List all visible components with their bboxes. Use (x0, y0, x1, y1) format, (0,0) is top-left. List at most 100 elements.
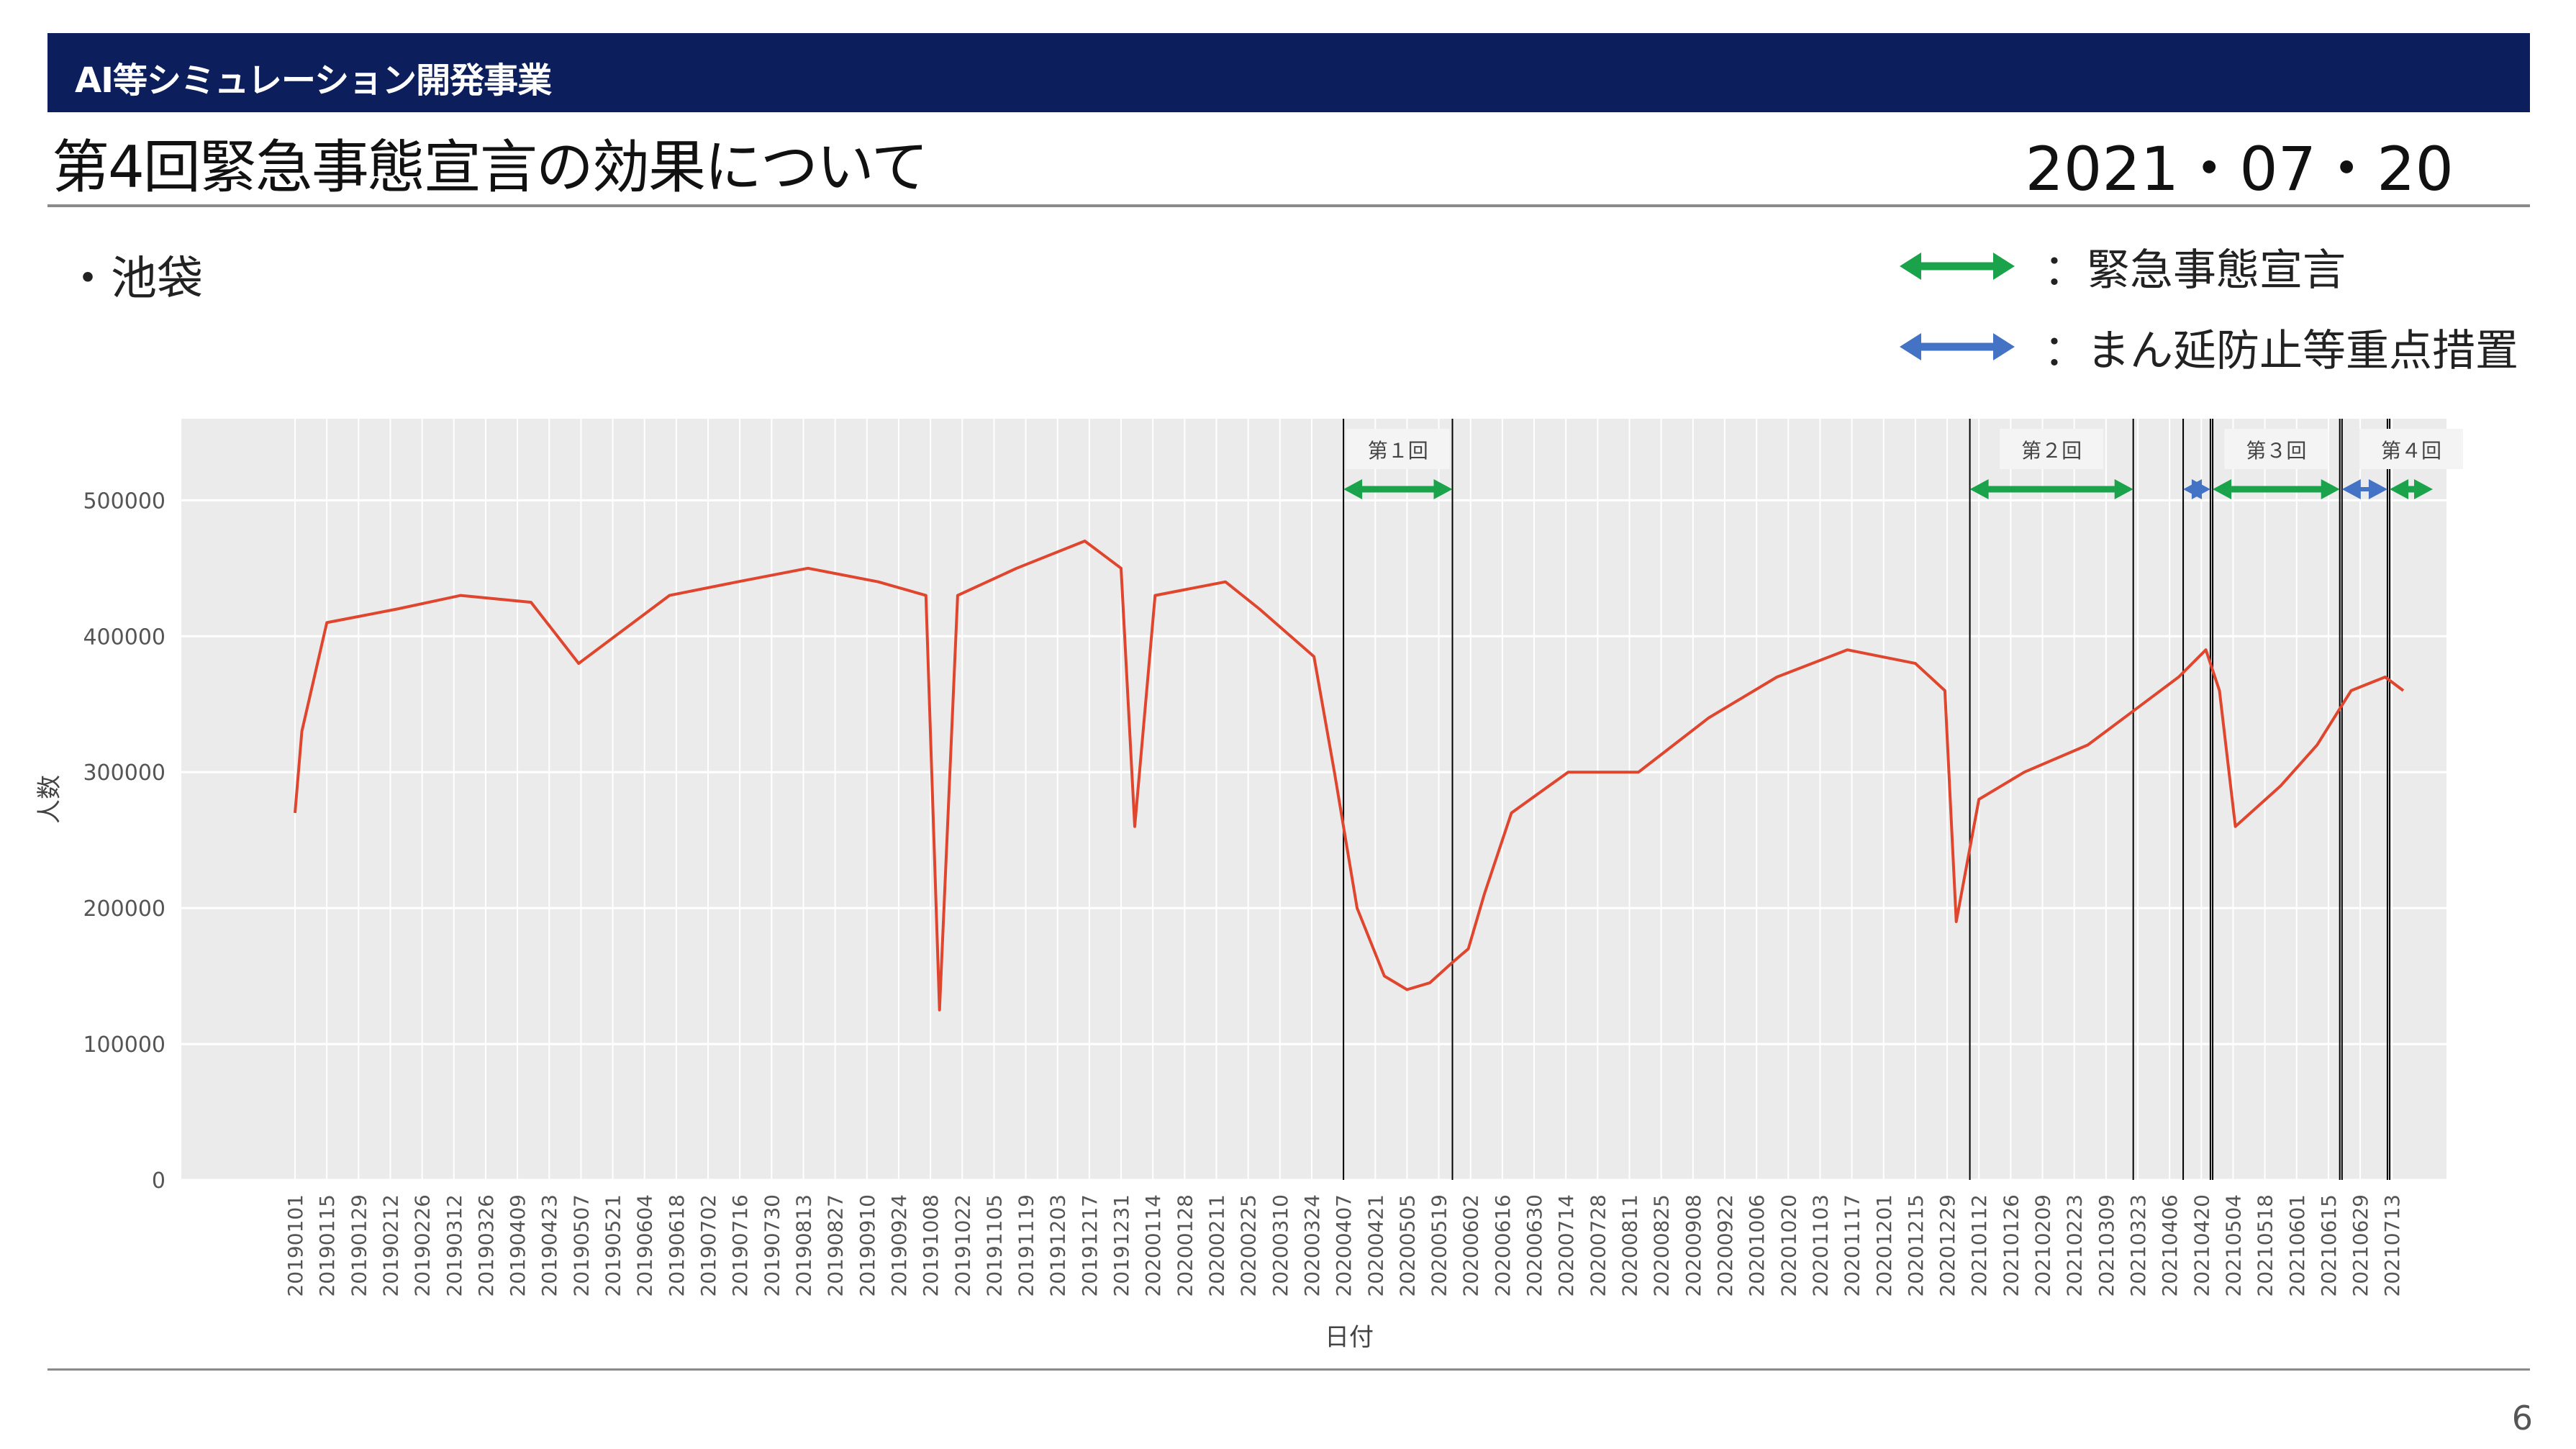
x-tick-label: 20190521 (602, 1194, 625, 1297)
period-label: 第３回 (2246, 439, 2306, 463)
x-tick-label: 20200630 (1523, 1194, 1546, 1297)
footfall-line-chart: 0 100000 200000 300000 400000 500000 20190101… (29, 410, 2475, 1360)
x-tick-label: 20200616 (1491, 1194, 1515, 1297)
y-tick-label: 500000 (83, 489, 165, 514)
period-label-box (1346, 429, 1450, 469)
y-tick-label: 0 (152, 1168, 165, 1194)
x-tick-label: 20200908 (1682, 1194, 1705, 1297)
x-tick-label: 20210713 (2380, 1194, 2404, 1297)
chart-svg: 0 100000 200000 300000 400000 500000 20190101… (35, 419, 2464, 1352)
y-tick-label: 100000 (83, 1032, 165, 1058)
x-tick-label: 20200811 (1618, 1194, 1642, 1297)
x-tick-label: 20210112 (1967, 1194, 1991, 1297)
x-tick-label: 20190101 (284, 1194, 307, 1297)
double-arrow-green-icon (1900, 253, 2015, 280)
period-label: 第４回 (2381, 439, 2441, 463)
x-tick-label: 20200825 (1650, 1194, 1674, 1297)
page-title: 第4回緊急事態宣言の効果について (52, 134, 928, 201)
location-bullet: ・池袋 (65, 253, 203, 306)
x-tick-label: 20210323 (2126, 1194, 2150, 1297)
x-tick-label: 20190115 (315, 1194, 339, 1297)
x-tick-label: 20191119 (1015, 1194, 1038, 1297)
title-divider (47, 204, 2530, 207)
x-tick-label: 20200114 (1141, 1194, 1165, 1297)
emergency-period-arrow (2390, 479, 2434, 499)
legend-label-priority: ：まん延防止等重点措置 (2044, 325, 2518, 376)
x-tick-label: 20200505 (1395, 1194, 1419, 1297)
x-tick-label: 20201229 (1936, 1194, 1959, 1297)
x-tick-label: 20210420 (2190, 1194, 2213, 1297)
x-tick-label: 20201215 (1904, 1194, 1928, 1297)
x-tick-label: 20210504 (2221, 1194, 2245, 1297)
x-tick-label: 20200602 (1459, 1194, 1483, 1297)
x-tick-label: 20210629 (2349, 1194, 2372, 1297)
x-tick-label: 20200519 (1428, 1194, 1451, 1297)
x-tick-label: 20200728 (1586, 1194, 1610, 1297)
x-tick-label: 20190716 (728, 1194, 752, 1297)
x-tick-label: 20201103 (1808, 1194, 1832, 1297)
x-tick-label: 20190730 (760, 1194, 784, 1297)
footer-divider (47, 1368, 2530, 1371)
x-tick-label: 20190702 (697, 1194, 720, 1297)
x-tick-label: 20200128 (1173, 1194, 1197, 1297)
double-arrow-blue-icon (1900, 333, 2015, 360)
x-tick-label: 20190312 (443, 1194, 466, 1297)
x-tick-label: 20190813 (792, 1194, 815, 1297)
x-tick-label: 20200922 (1713, 1194, 1737, 1297)
x-tick-label: 20190618 (665, 1194, 689, 1297)
x-tick-label: 20201020 (1777, 1194, 1800, 1297)
x-tick-label: 20201006 (1745, 1194, 1769, 1297)
x-tick-label: 20210309 (2095, 1194, 2118, 1297)
x-tick-label: 20190924 (887, 1194, 911, 1297)
x-tick-label: 20190129 (347, 1194, 371, 1297)
x-tick-label: 20191105 (982, 1194, 1006, 1297)
x-tick-label: 20190604 (633, 1194, 657, 1297)
x-tick-label: 20200225 (1237, 1194, 1261, 1297)
x-tick-label: 20191022 (951, 1194, 974, 1297)
legend-item-priority: ：まん延防止等重点措置 (1900, 318, 2518, 376)
plot-panel (181, 419, 2446, 1180)
x-tick-label: 20191231 (1110, 1194, 1133, 1297)
emergency-period-arrow (2213, 479, 2340, 499)
period-label-box (2224, 429, 2328, 469)
x-tick-label: 20200407 (1332, 1194, 1356, 1297)
x-tick-label: 20191008 (919, 1194, 943, 1297)
period-label-box (2359, 429, 2464, 469)
emergency-period-arrow (1343, 479, 1453, 499)
emergency-period-arrow (1969, 479, 2133, 499)
y-tick-label: 200000 (83, 896, 165, 922)
x-tick-label: 20210223 (2063, 1194, 2087, 1297)
x-tick-label: 20210209 (2031, 1194, 2055, 1297)
x-tick-label: 20191217 (1078, 1194, 1102, 1297)
x-tick-label: 20191203 (1046, 1194, 1070, 1297)
legend-item-emergency: ：緊急事態宣言 (1900, 237, 2346, 296)
x-tick-label: 20201117 (1841, 1194, 1864, 1297)
x-tick-label: 20210615 (2317, 1194, 2341, 1297)
x-tick-label: 20200211 (1205, 1194, 1228, 1297)
period-label-box (2000, 429, 2104, 469)
x-tick-label: 20190507 (569, 1194, 593, 1297)
period-label: 第２回 (2021, 439, 2082, 463)
period-label: 第１回 (1368, 439, 1428, 463)
y-tick-label: 300000 (83, 760, 165, 786)
x-tick-label: 20190910 (856, 1194, 879, 1297)
x-tick-label: 20190827 (824, 1194, 848, 1297)
x-tick-label: 20200421 (1364, 1194, 1387, 1297)
series-line (294, 540, 2405, 1012)
legend-label-emergency: ：緊急事態宣言 (2044, 245, 2346, 296)
header-bar: AI等シミュレーション開発事業 (47, 33, 2530, 112)
priority-period-arrow (2183, 479, 2210, 499)
x-tick-label: 20210518 (2254, 1194, 2277, 1297)
x-tick-label: 20190212 (378, 1194, 402, 1297)
y-axis-label: 人数 (35, 775, 64, 824)
x-tick-label: 20190326 (474, 1194, 498, 1297)
header-org-label: AI等シミュレーション開発事業 (75, 60, 552, 101)
x-tick-label: 20210601 (2285, 1194, 2309, 1297)
x-tick-label: 20201201 (1872, 1194, 1896, 1297)
x-axis-label: 日付 (1325, 1323, 1374, 1352)
x-tick-label: 20200324 (1300, 1194, 1324, 1297)
x-tick-label: 20210126 (1999, 1194, 2023, 1297)
page-number: 6 (2511, 1399, 2533, 1437)
x-tick-label: 20190409 (506, 1194, 530, 1297)
page-date: 2021・07・20 (2025, 134, 2454, 204)
